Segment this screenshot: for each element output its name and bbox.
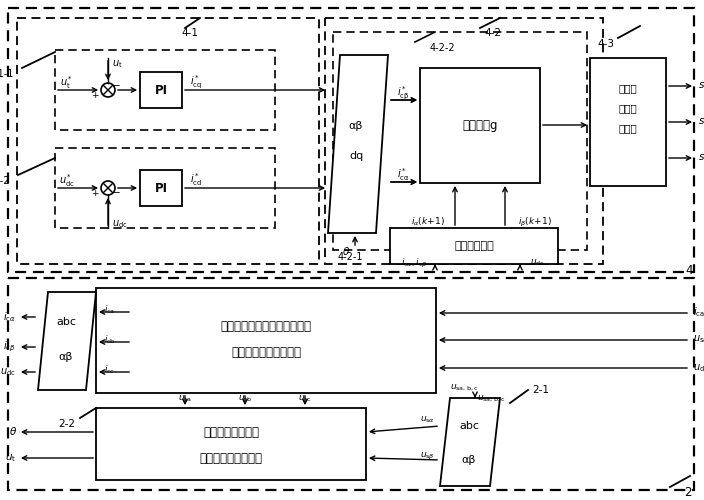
Text: θ: θ — [343, 247, 349, 257]
Text: 2-2: 2-2 — [58, 419, 75, 429]
Text: $s_{\rm c}$: $s_{\rm c}$ — [698, 152, 704, 164]
Bar — [590, 58, 666, 186]
Text: abc: abc — [459, 421, 479, 431]
Text: 4-2-1: 4-2-1 — [338, 252, 363, 262]
Polygon shape — [38, 292, 96, 390]
Text: $u_{{\rm sa,b,c}}$: $u_{{\rm sa,b,c}}$ — [477, 394, 505, 404]
Text: $u_{\rm t}$: $u_{\rm t}$ — [5, 452, 16, 464]
Text: −: − — [112, 188, 121, 198]
Text: 价值函数g: 价值函数g — [463, 118, 498, 132]
Text: $u_{\rm t}$: $u_{\rm t}$ — [112, 58, 122, 70]
Text: 2-1: 2-1 — [532, 385, 549, 395]
Text: 2: 2 — [684, 486, 692, 498]
Polygon shape — [440, 398, 500, 486]
Text: 电压空: 电压空 — [619, 83, 637, 93]
Text: $u_{\rm dc}$: $u_{\rm dc}$ — [112, 218, 128, 230]
Text: $u_{\rm sc}$: $u_{\rm sc}$ — [298, 394, 312, 404]
Text: $s_{\rm a}$: $s_{\rm a}$ — [698, 80, 704, 92]
Text: 间矢量: 间矢量 — [619, 103, 637, 113]
Text: 机端电压幅值的计算: 机端电压幅值的计算 — [199, 452, 263, 464]
Text: $i_{\alpha}(k\!+\!1)$: $i_{\alpha}(k\!+\!1)$ — [411, 216, 445, 228]
Text: $u_{{\rm s}\alpha}$: $u_{{\rm s}\alpha}$ — [420, 415, 435, 425]
Bar — [325, 18, 603, 264]
Text: $u_{{\rm sa,b,c}}$: $u_{{\rm sa,b,c}}$ — [693, 334, 704, 346]
Text: +: + — [92, 90, 99, 100]
Text: 4-2-2: 4-2-2 — [430, 43, 455, 53]
Text: αβ: αβ — [59, 352, 73, 362]
Text: $u_{\rm dc}$: $u_{\rm dc}$ — [530, 258, 545, 268]
Bar — [55, 50, 275, 130]
Text: $i_{\rm c\alpha}^*$: $i_{\rm c\alpha}^*$ — [397, 166, 409, 184]
Bar — [140, 72, 182, 108]
Text: $i_{\rm cq}^*$: $i_{\rm cq}^*$ — [190, 74, 202, 90]
Bar — [8, 8, 694, 272]
Text: $i_{\rm cd}^*$: $i_{\rm cd}^*$ — [190, 172, 202, 188]
Text: $u_{{\rm sa,b,c}}$: $u_{{\rm sa,b,c}}$ — [450, 383, 479, 393]
Text: 预测电流模型: 预测电流模型 — [454, 241, 494, 251]
Text: 和电流信号的实时采集: 和电流信号的实时采集 — [231, 346, 301, 360]
Text: θ: θ — [10, 427, 16, 437]
Bar — [96, 408, 366, 480]
Text: $u_{\rm dc}$: $u_{\rm dc}$ — [0, 366, 16, 378]
Text: $i_{\rm cc}$: $i_{\rm cc}$ — [104, 364, 115, 376]
Polygon shape — [328, 55, 388, 233]
Bar — [8, 278, 694, 490]
Text: $i_{{\rm c}\alpha},i_{{\rm c}\beta}$: $i_{{\rm c}\alpha},i_{{\rm c}\beta}$ — [401, 256, 428, 270]
Bar — [96, 288, 436, 393]
Text: 4: 4 — [686, 264, 693, 276]
Text: PI: PI — [154, 84, 168, 96]
Bar — [390, 228, 558, 264]
Text: PI: PI — [154, 182, 168, 194]
Bar — [55, 148, 275, 228]
Bar — [17, 18, 319, 264]
Text: dq: dq — [349, 151, 363, 161]
Text: 4-1: 4-1 — [182, 28, 199, 38]
Text: −: − — [112, 81, 121, 91]
Text: αβ: αβ — [462, 455, 476, 465]
Text: $i_{{\rm c}\beta}$: $i_{{\rm c}\beta}$ — [4, 340, 16, 354]
Text: 4-2: 4-2 — [484, 28, 501, 38]
Text: $i_{\beta}(k\!+\!1)$: $i_{\beta}(k\!+\!1)$ — [518, 216, 552, 228]
Text: αβ: αβ — [348, 121, 363, 131]
Bar — [333, 32, 587, 250]
Text: $u_{\rm dc}^*$: $u_{\rm dc}^*$ — [59, 172, 75, 190]
Text: abc: abc — [56, 317, 76, 327]
Text: $i_{\rm cb}$: $i_{\rm cb}$ — [104, 334, 115, 346]
Text: 锁相环输出角度和: 锁相环输出角度和 — [203, 426, 259, 438]
Text: 4-1-1: 4-1-1 — [0, 69, 14, 79]
Bar — [140, 170, 182, 206]
Text: $i_{{\rm c}\alpha}$: $i_{{\rm c}\alpha}$ — [4, 310, 16, 324]
Bar — [420, 68, 540, 183]
Text: 的选择: 的选择 — [619, 123, 637, 133]
Text: $i_{\rm ca}$: $i_{\rm ca}$ — [104, 304, 115, 316]
Text: 自励异步发电机控制系统电压: 自励异步发电机控制系统电压 — [220, 320, 311, 332]
Text: $u_{\rm sa}$: $u_{\rm sa}$ — [178, 394, 192, 404]
Text: $u_{{\rm s}\beta}$: $u_{{\rm s}\beta}$ — [420, 450, 435, 462]
Text: +: + — [92, 188, 99, 198]
Text: 4-1-2: 4-1-2 — [0, 176, 10, 186]
Text: $i_{{\rm ca,b,c}}$: $i_{{\rm ca,b,c}}$ — [693, 306, 704, 320]
Text: $i_{\rm c\beta}^*$: $i_{\rm c\beta}^*$ — [397, 84, 409, 102]
Text: $u_{\rm dc}$: $u_{\rm dc}$ — [693, 362, 704, 374]
Text: 4-3: 4-3 — [597, 39, 614, 49]
Text: $u_{\rm sb}$: $u_{\rm sb}$ — [238, 394, 252, 404]
Text: $u_{\rm t}^*$: $u_{\rm t}^*$ — [61, 74, 74, 92]
Text: $s_{\rm b}$: $s_{\rm b}$ — [698, 116, 704, 128]
